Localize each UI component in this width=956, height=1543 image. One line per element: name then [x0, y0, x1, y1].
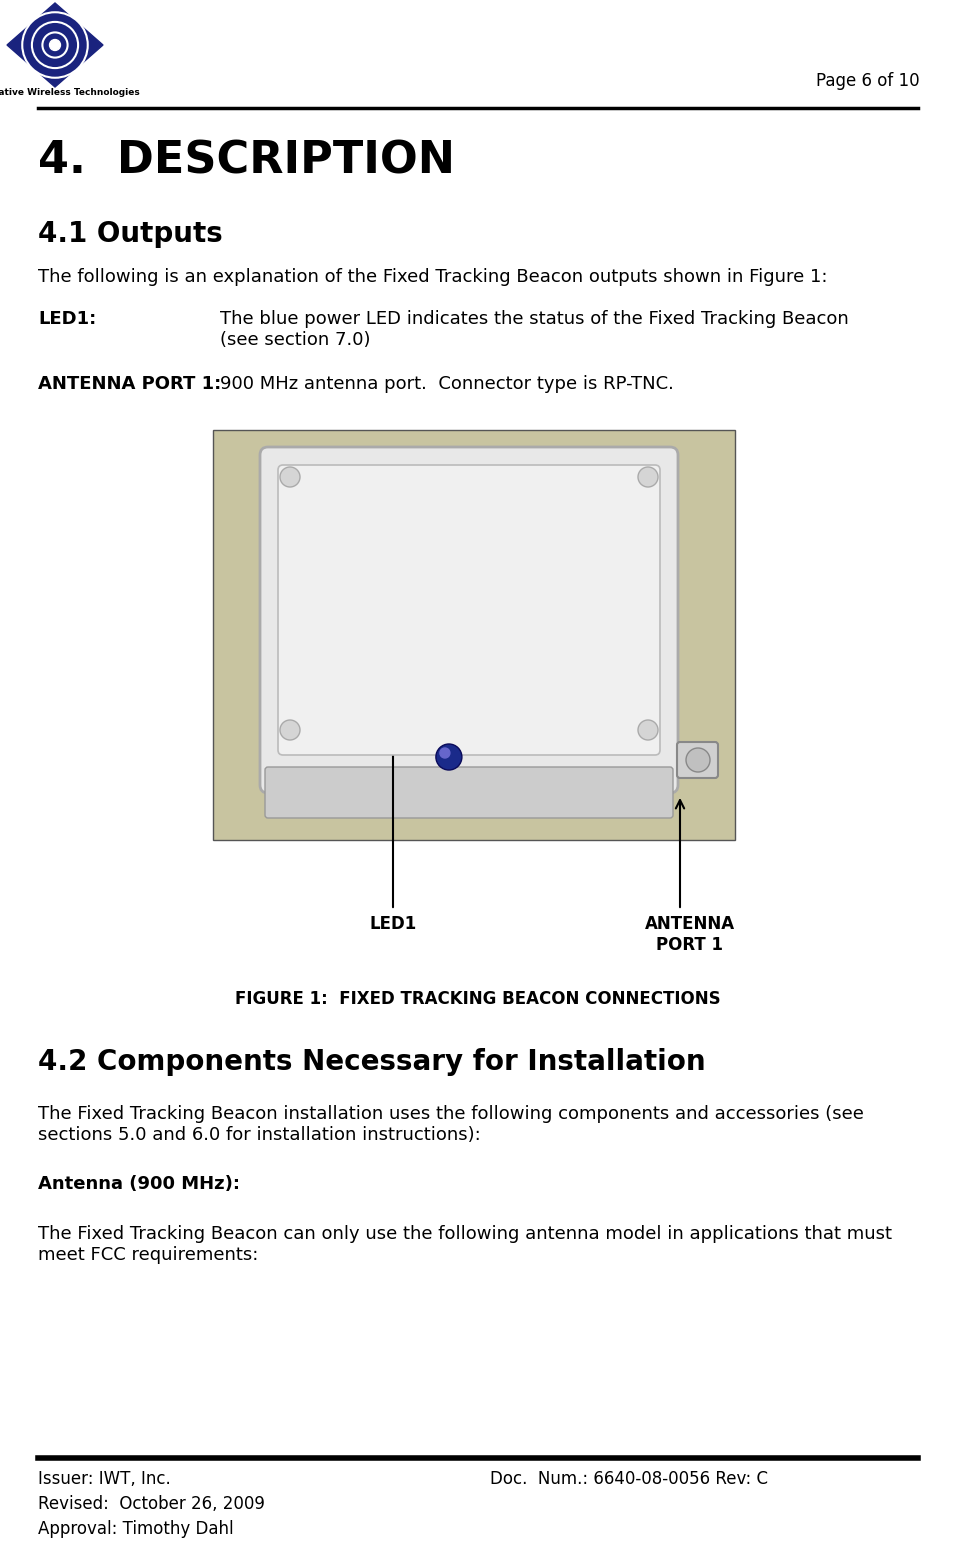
Text: ANTENNA PORT 1:: ANTENNA PORT 1: — [38, 375, 221, 393]
Text: Approval: Timothy Dahl: Approval: Timothy Dahl — [38, 1520, 233, 1538]
Text: 900 MHz antenna port.  Connector type is RP-TNC.: 900 MHz antenna port. Connector type is … — [220, 375, 674, 393]
Circle shape — [280, 721, 300, 741]
FancyBboxPatch shape — [260, 447, 678, 793]
Text: The blue power LED indicates the status of the Fixed Tracking Beacon
(see sectio: The blue power LED indicates the status … — [220, 310, 849, 349]
FancyBboxPatch shape — [265, 767, 673, 818]
Text: FIGURE 1:  FIXED TRACKING BEACON CONNECTIONS: FIGURE 1: FIXED TRACKING BEACON CONNECTI… — [235, 991, 721, 1008]
FancyBboxPatch shape — [278, 464, 660, 755]
Text: The following is an explanation of the Fixed Tracking Beacon outputs shown in Fi: The following is an explanation of the F… — [38, 268, 828, 285]
Text: Page 6 of 10: Page 6 of 10 — [816, 73, 920, 89]
Circle shape — [280, 468, 300, 488]
Circle shape — [638, 468, 658, 488]
Text: Antenna (900 MHz):: Antenna (900 MHz): — [38, 1176, 240, 1193]
Circle shape — [686, 748, 710, 772]
Text: Revised:  October 26, 2009: Revised: October 26, 2009 — [38, 1495, 265, 1514]
Text: 4.  DESCRIPTION: 4. DESCRIPTION — [38, 140, 455, 184]
Bar — [213, 430, 735, 839]
Text: 4.1 Outputs: 4.1 Outputs — [38, 221, 223, 248]
Circle shape — [436, 744, 462, 770]
Text: LED1:: LED1: — [38, 310, 97, 329]
Circle shape — [440, 748, 450, 758]
Text: The Fixed Tracking Beacon installation uses the following components and accesso: The Fixed Tracking Beacon installation u… — [38, 1105, 864, 1143]
Circle shape — [638, 721, 658, 741]
Circle shape — [50, 40, 60, 51]
Text: 4.2 Components Necessary for Installation: 4.2 Components Necessary for Installatio… — [38, 1048, 706, 1075]
Text: Issuer: IWT, Inc.: Issuer: IWT, Inc. — [38, 1470, 171, 1487]
Text: Doc.  Num.: 6640-08-0056 Rev: C: Doc. Num.: 6640-08-0056 Rev: C — [490, 1470, 768, 1487]
FancyBboxPatch shape — [677, 742, 718, 778]
Text: The Fixed Tracking Beacon can only use the following antenna model in applicatio: The Fixed Tracking Beacon can only use t… — [38, 1225, 892, 1264]
Text: Innovative Wireless Technologies: Innovative Wireless Technologies — [0, 88, 140, 97]
Text: LED1: LED1 — [369, 915, 417, 934]
Text: ANTENNA
PORT 1: ANTENNA PORT 1 — [645, 915, 735, 954]
Polygon shape — [7, 3, 103, 86]
